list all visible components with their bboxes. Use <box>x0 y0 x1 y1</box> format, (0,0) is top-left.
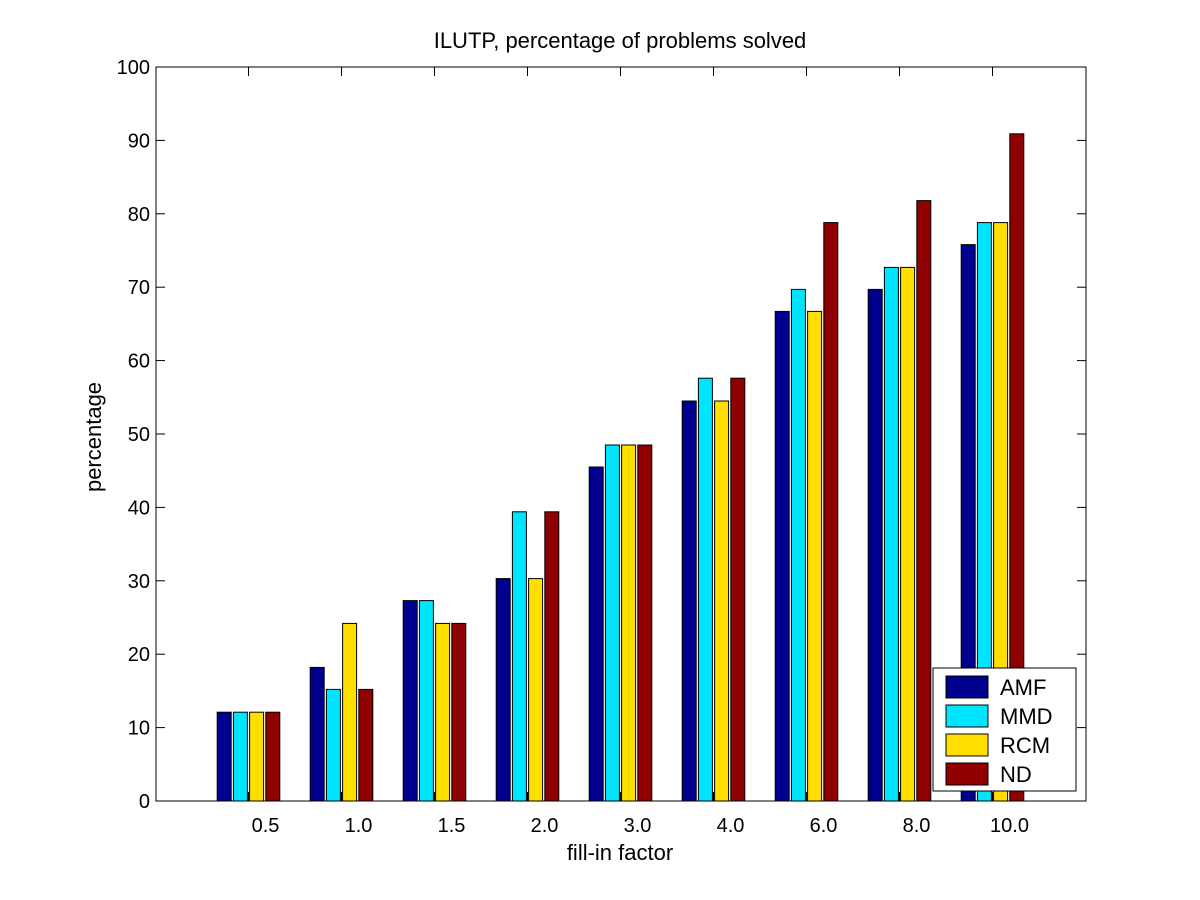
legend-swatch-rcm <box>945 733 989 757</box>
bar-mmd-1.5 <box>418 600 434 802</box>
x-tick-label: 1.0 <box>345 815 373 837</box>
bar-mmd-6.0 <box>790 288 806 802</box>
bar-nd-4.0 <box>730 377 746 802</box>
x-tick-label: 3.0 <box>624 815 652 837</box>
bar-amf-8.0 <box>867 288 883 802</box>
y-axis-ticks: 0 10 20 30 40 50 60 70 80 90 100 <box>117 57 1086 813</box>
y-tick-label: 90 <box>128 130 150 152</box>
chart-title: ILUTP, percentage of problems solved <box>434 28 807 53</box>
x-tick-label: 2.0 <box>531 815 559 837</box>
y-tick-label: 0 <box>139 791 150 813</box>
y-tick-label: 50 <box>128 424 150 446</box>
bar-rcm-1.0 <box>342 622 358 802</box>
x-tick-label: 8.0 <box>903 815 931 837</box>
legend: AMF MMD RCM ND <box>932 667 1077 792</box>
bar-amf-1.5 <box>402 600 418 802</box>
x-axis-ticks: 0.5 1.0 1.5 2.0 3.0 4.0 6.0 8.0 10.0 <box>248 67 1029 837</box>
y-tick-label: 20 <box>128 644 150 666</box>
bar-amf-2.0 <box>495 578 511 802</box>
bar-mmd-8.0 <box>883 266 899 802</box>
bar-rcm-8.0 <box>900 266 916 802</box>
x-axis-label: fill-in factor <box>567 840 673 865</box>
bar-amf-0.5 <box>216 711 232 802</box>
bar-rcm-2.0 <box>528 578 544 802</box>
bar-mmd-2.0 <box>511 511 527 802</box>
bar-mmd-0.5 <box>232 711 248 802</box>
bar-amf-4.0 <box>681 400 697 802</box>
y-tick-label: 60 <box>128 351 150 373</box>
y-tick-label: 10 <box>128 718 150 740</box>
bar-rcm-4.0 <box>714 400 730 802</box>
bar-nd-0.5 <box>265 711 281 802</box>
legend-label-amf: AMF <box>1000 675 1046 700</box>
legend-swatch-mmd <box>945 704 989 728</box>
y-tick-label: 80 <box>128 204 150 226</box>
y-tick-label: 30 <box>128 571 150 593</box>
legend-label-rcm: RCM <box>1000 733 1050 758</box>
y-tick-label: 70 <box>128 277 150 299</box>
legend-label-mmd: MMD <box>1000 704 1053 729</box>
bar-mmd-3.0 <box>604 444 620 802</box>
bar-mmd-1.0 <box>325 688 341 802</box>
x-tick-label: 10.0 <box>990 815 1029 837</box>
bar-rcm-1.5 <box>435 622 451 802</box>
bar-nd-6.0 <box>823 222 839 802</box>
y-axis-label: percentage <box>81 382 106 492</box>
bar-nd-1.0 <box>358 688 374 802</box>
x-tick-label: 4.0 <box>717 815 745 837</box>
bars-group <box>216 133 1025 802</box>
bar-nd-2.0 <box>544 511 560 802</box>
y-tick-label: 100 <box>117 57 150 79</box>
bar-nd-1.5 <box>451 622 467 802</box>
legend-swatch-amf <box>945 675 989 699</box>
y-tick-label: 40 <box>128 497 150 519</box>
x-tick-label: 0.5 <box>252 815 280 837</box>
bar-nd-3.0 <box>637 444 653 802</box>
x-tick-label: 6.0 <box>810 815 838 837</box>
bar-amf-1.0 <box>309 666 325 802</box>
bar-rcm-6.0 <box>807 310 823 802</box>
bar-mmd-4.0 <box>697 377 713 802</box>
bar-rcm-0.5 <box>249 711 265 802</box>
bar-amf-3.0 <box>588 466 604 802</box>
bar-rcm-3.0 <box>621 444 637 802</box>
legend-swatch-nd <box>945 762 989 786</box>
bar-nd-8.0 <box>916 200 932 802</box>
legend-label-nd: ND <box>1000 762 1032 787</box>
bar-amf-6.0 <box>774 310 790 802</box>
x-tick-label: 1.5 <box>438 815 466 837</box>
